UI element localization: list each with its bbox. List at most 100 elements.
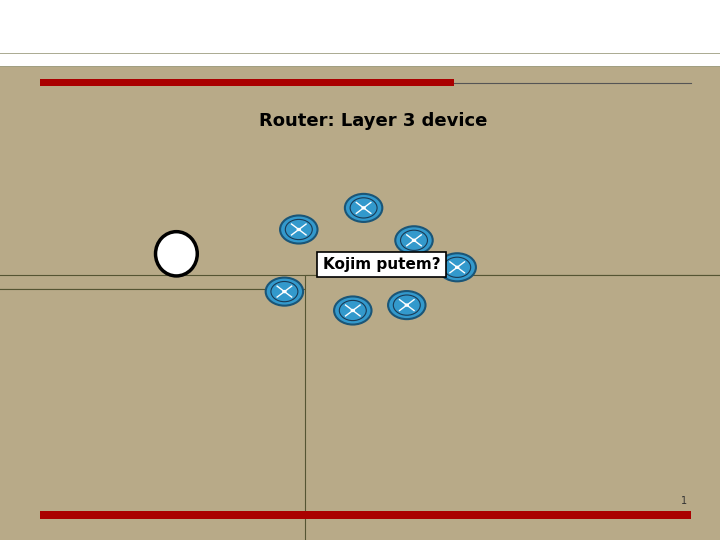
Bar [0, 320, 720, 324]
FancyBboxPatch shape [0, 289, 423, 540]
Circle shape [297, 228, 301, 231]
Bar [0, 173, 720, 177]
Bar [0, 233, 720, 238]
Bar [0, 380, 720, 384]
Bar [0, 121, 720, 125]
Circle shape [405, 303, 409, 307]
Circle shape [280, 215, 318, 244]
Bar [0, 130, 720, 134]
Bar [0, 397, 720, 402]
Circle shape [266, 278, 303, 306]
Ellipse shape [156, 232, 197, 276]
Bar [0, 536, 720, 540]
Circle shape [395, 226, 433, 254]
Bar [0, 86, 720, 91]
Bar [0, 181, 720, 186]
Bar [0, 138, 720, 143]
Circle shape [388, 291, 426, 319]
FancyBboxPatch shape [0, 0, 720, 66]
FancyBboxPatch shape [0, 0, 720, 53]
FancyBboxPatch shape [0, 489, 720, 540]
FancyBboxPatch shape [40, 511, 691, 519]
Circle shape [334, 296, 372, 325]
FancyBboxPatch shape [0, 0, 720, 275]
Bar [0, 190, 720, 194]
Ellipse shape [256, 208, 371, 284]
Bar [0, 95, 720, 99]
Bar [0, 432, 720, 436]
Bar [0, 372, 720, 376]
Bar [0, 112, 720, 117]
Text: Router: Layer 3 device: Router: Layer 3 device [259, 112, 487, 131]
Bar [0, 346, 720, 350]
Ellipse shape [320, 297, 443, 356]
Ellipse shape [246, 286, 359, 351]
Bar [0, 337, 720, 341]
Bar [0, 363, 720, 367]
Bar [0, 302, 720, 307]
Bar [0, 164, 720, 168]
Ellipse shape [390, 202, 503, 273]
Bar [0, 311, 720, 315]
Bar [0, 492, 720, 497]
Bar [0, 104, 720, 108]
Bar [0, 156, 720, 160]
Bar [0, 199, 720, 203]
Circle shape [361, 206, 366, 210]
Ellipse shape [432, 240, 526, 305]
Circle shape [345, 194, 382, 222]
Bar [0, 60, 720, 65]
Bar [0, 389, 720, 393]
Bar [0, 449, 720, 454]
Ellipse shape [220, 246, 313, 316]
Bar [0, 458, 720, 462]
Ellipse shape [234, 212, 328, 274]
Bar [0, 328, 720, 333]
Bar [0, 294, 720, 298]
Ellipse shape [320, 189, 443, 259]
Bar [0, 9, 720, 13]
Bar [0, 52, 720, 56]
Bar [0, 415, 720, 419]
Bar [0, 475, 720, 480]
Bar [0, 510, 720, 514]
Circle shape [351, 309, 355, 312]
Bar [0, 0, 720, 4]
Circle shape [455, 266, 459, 269]
Bar [0, 259, 720, 264]
Bar [0, 225, 720, 229]
Bar [0, 354, 720, 359]
Circle shape [412, 239, 416, 242]
FancyBboxPatch shape [40, 79, 454, 86]
Text: Kojim putem?: Kojim putem? [323, 257, 441, 272]
Bar [0, 216, 720, 220]
Ellipse shape [407, 284, 515, 348]
Bar [0, 441, 720, 445]
FancyBboxPatch shape [0, 221, 423, 489]
Bar [0, 43, 720, 48]
FancyBboxPatch shape [0, 0, 720, 289]
Bar [0, 276, 720, 281]
Text: OSI referentni model: OSI referentni model [40, 40, 433, 73]
Bar [0, 207, 720, 212]
Bar [0, 501, 720, 505]
Bar [0, 467, 720, 471]
Ellipse shape [274, 221, 475, 329]
Bar [0, 423, 720, 428]
FancyBboxPatch shape [0, 0, 720, 221]
Circle shape [282, 290, 287, 293]
Bar [0, 518, 720, 523]
Bar [0, 69, 720, 73]
Bar [0, 17, 720, 22]
Bar [0, 147, 720, 151]
FancyBboxPatch shape [40, 97, 691, 505]
Text: 1: 1 [681, 496, 687, 505]
Bar [0, 484, 720, 488]
Bar [0, 285, 720, 289]
Bar [0, 78, 720, 82]
Bar [0, 242, 720, 246]
Bar [0, 268, 720, 272]
Bar [0, 406, 720, 410]
Bar [0, 26, 720, 30]
Bar [0, 35, 720, 39]
